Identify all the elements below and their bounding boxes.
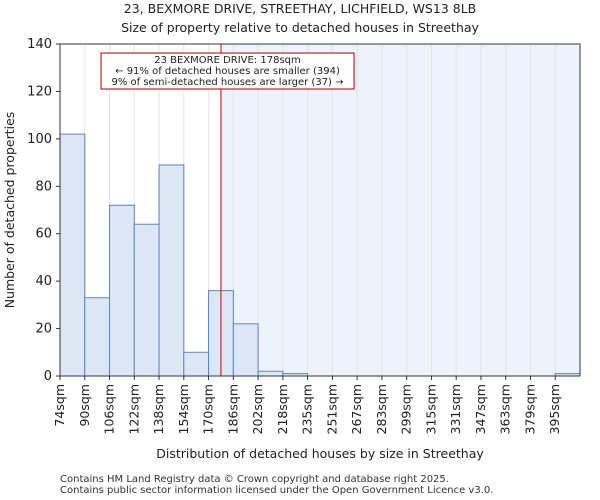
y-tick-label: 60 bbox=[35, 227, 52, 242]
x-tick-label: 74sqm bbox=[52, 384, 67, 427]
chart-title-address: 23, BEXMORE DRIVE, STREETHAY, LICHFIELD,… bbox=[123, 1, 477, 16]
x-tick-label: 395sqm bbox=[547, 384, 562, 434]
x-tick-label: 90sqm bbox=[77, 384, 92, 427]
bar-106sqm bbox=[109, 204, 135, 377]
x-axis-label: Distribution of detached houses by size … bbox=[156, 446, 484, 461]
y-tick-label: 80 bbox=[35, 179, 52, 194]
x-tick-label: 122sqm bbox=[126, 384, 141, 434]
bar-122sqm bbox=[133, 223, 160, 377]
x-tick-label: 202sqm bbox=[250, 384, 265, 434]
bar-74sqm bbox=[59, 133, 86, 377]
x-tick-label: 267sqm bbox=[349, 384, 364, 434]
annotation-line-2: ← 91% of detached houses are smaller (39… bbox=[115, 66, 340, 77]
plot-frame bbox=[59, 43, 581, 377]
x-tick-label: 170sqm bbox=[201, 384, 216, 434]
chart-title: Size of property relative to detached ho… bbox=[121, 20, 479, 35]
footer-licence: Contains public sector information licen… bbox=[60, 485, 494, 496]
y-tick-label: 120 bbox=[27, 84, 52, 99]
x-tick-label: 235sqm bbox=[300, 384, 315, 434]
y-tick-label: 140 bbox=[27, 37, 52, 52]
x-tick-label: 299sqm bbox=[399, 384, 414, 434]
bar-186sqm bbox=[232, 323, 259, 377]
y-tick-label: 20 bbox=[35, 322, 52, 337]
x-tick-label: 347sqm bbox=[473, 384, 488, 434]
bar-154sqm bbox=[183, 351, 210, 377]
bar-90sqm bbox=[84, 297, 111, 377]
bar-202sqm bbox=[257, 370, 284, 377]
y-tick-label: 40 bbox=[35, 274, 52, 289]
highlight-band bbox=[220, 44, 580, 376]
x-tick-label: 379sqm bbox=[522, 384, 537, 434]
y-axis-label: Number of detached properties bbox=[2, 112, 17, 309]
annotation-line-3: 9% of semi-detached houses are larger (3… bbox=[111, 77, 343, 88]
x-tick-label: 154sqm bbox=[176, 384, 191, 434]
y-tick-label: 100 bbox=[27, 132, 52, 147]
y-tick-label: 0 bbox=[44, 369, 52, 384]
bar-138sqm bbox=[158, 164, 185, 377]
x-tick-label: 251sqm bbox=[324, 384, 339, 434]
x-tick-label: 283sqm bbox=[374, 384, 389, 434]
x-tick-label: 138sqm bbox=[151, 384, 166, 434]
x-tick-label: 186sqm bbox=[225, 384, 240, 434]
x-tick-label: 363sqm bbox=[498, 384, 513, 434]
x-tick-label: 331sqm bbox=[448, 384, 463, 434]
x-tick-label: 315sqm bbox=[423, 384, 438, 434]
annotation-box bbox=[100, 52, 355, 90]
x-tick-label: 106sqm bbox=[102, 384, 117, 434]
footer-copyright: Contains HM Land Registry data © Crown c… bbox=[60, 474, 449, 485]
annotation-line-1: 23 BEXMORE DRIVE: 178sqm bbox=[154, 55, 301, 66]
x-tick-label: 218sqm bbox=[275, 384, 290, 434]
